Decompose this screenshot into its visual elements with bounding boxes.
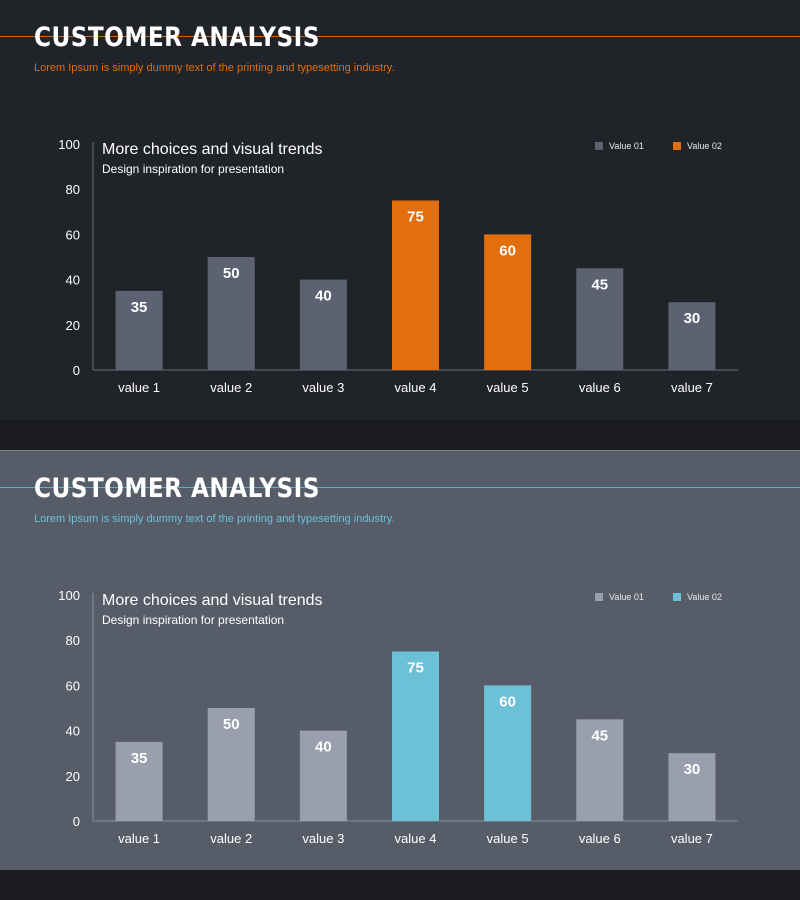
- x-tick-label: value 2: [210, 380, 252, 395]
- y-tick-label: 40: [66, 724, 80, 739]
- slide-light: CUSTOMER ANALYSIS Lorem Ipsum is simply …: [0, 450, 800, 900]
- legend-label: Value 01: [609, 592, 644, 602]
- y-tick-label: 60: [66, 227, 80, 242]
- y-tick-label: 100: [58, 588, 80, 603]
- slide-subtitle: Lorem Ipsum is simply dummy text of the …: [34, 513, 395, 525]
- data-label: 40: [315, 739, 332, 756]
- chart-subtitle: Design inspiration for presentation: [102, 613, 284, 627]
- x-tick-label: value 1: [118, 831, 160, 846]
- x-tick-label: value 6: [579, 831, 621, 846]
- data-label: 50: [223, 716, 240, 733]
- header-rule: [0, 487, 800, 488]
- legend-swatch: [673, 593, 681, 601]
- slide-title: CUSTOMER ANALYSIS: [34, 473, 320, 504]
- slide-subtitle: Lorem Ipsum is simply dummy text of the …: [34, 62, 395, 74]
- x-tick-label: value 5: [487, 831, 529, 846]
- data-label: 30: [684, 761, 701, 778]
- chart-subtitle: Design inspiration for presentation: [102, 162, 284, 176]
- bar: [484, 685, 532, 821]
- data-label: 35: [131, 750, 148, 767]
- y-tick-label: 20: [66, 769, 80, 784]
- x-tick-label: value 7: [671, 831, 713, 846]
- x-tick-label: value 4: [395, 380, 437, 395]
- x-tick-label: value 1: [118, 380, 160, 395]
- y-tick-label: 0: [73, 363, 80, 378]
- slide-title: CUSTOMER ANALYSIS: [34, 22, 320, 53]
- legend-swatch: [673, 142, 681, 150]
- legend-label: Value 01: [609, 141, 644, 151]
- data-label: 50: [223, 265, 240, 282]
- bar-chart: More choices and visual trends Design in…: [58, 588, 738, 846]
- data-label: 45: [591, 727, 608, 744]
- bar: [115, 741, 163, 821]
- bar: [207, 257, 255, 370]
- chart-title: More choices and visual trends: [102, 592, 323, 609]
- legend-label: Value 02: [687, 141, 722, 151]
- slide-dark: CUSTOMER ANALYSIS Lorem Ipsum is simply …: [0, 22, 800, 450]
- x-tick-label: value 4: [395, 831, 437, 846]
- x-tick-label: value 6: [579, 380, 621, 395]
- bar-chart: More choices and visual trends Design in…: [58, 137, 738, 395]
- bar: [115, 290, 163, 370]
- x-tick-label: value 3: [302, 831, 344, 846]
- bar: [299, 279, 347, 370]
- bar: [576, 268, 624, 370]
- x-tick-label: value 7: [671, 380, 713, 395]
- footer-band: [0, 870, 800, 900]
- footer-band: [0, 420, 800, 450]
- data-label: 75: [407, 660, 424, 677]
- y-tick-label: 80: [66, 633, 80, 648]
- data-label: 45: [591, 276, 608, 293]
- bar: [392, 200, 439, 370]
- x-tick-label: value 3: [302, 380, 344, 395]
- x-tick-label: value 5: [487, 380, 529, 395]
- legend-swatch: [595, 142, 603, 150]
- y-tick-label: 0: [73, 814, 80, 829]
- data-label: 30: [684, 310, 701, 327]
- y-tick-label: 40: [66, 273, 80, 288]
- chart-title: More choices and visual trends: [102, 141, 323, 158]
- data-label: 60: [499, 242, 516, 259]
- data-label: 40: [315, 288, 332, 305]
- legend-label: Value 02: [687, 592, 722, 602]
- y-tick-label: 80: [66, 182, 80, 197]
- x-tick-label: value 2: [210, 831, 252, 846]
- legend-swatch: [595, 593, 603, 601]
- bar: [392, 651, 439, 821]
- bar: [299, 730, 347, 821]
- data-label: 60: [499, 693, 516, 710]
- bar: [484, 234, 532, 370]
- data-label: 35: [131, 299, 148, 316]
- bar: [207, 708, 255, 821]
- y-tick-label: 60: [66, 678, 80, 693]
- y-tick-label: 100: [58, 137, 80, 152]
- bar: [668, 302, 716, 370]
- bar: [668, 753, 716, 821]
- data-label: 75: [407, 209, 424, 226]
- header-rule: [0, 36, 800, 37]
- y-tick-label: 20: [66, 318, 80, 333]
- bar: [576, 719, 624, 821]
